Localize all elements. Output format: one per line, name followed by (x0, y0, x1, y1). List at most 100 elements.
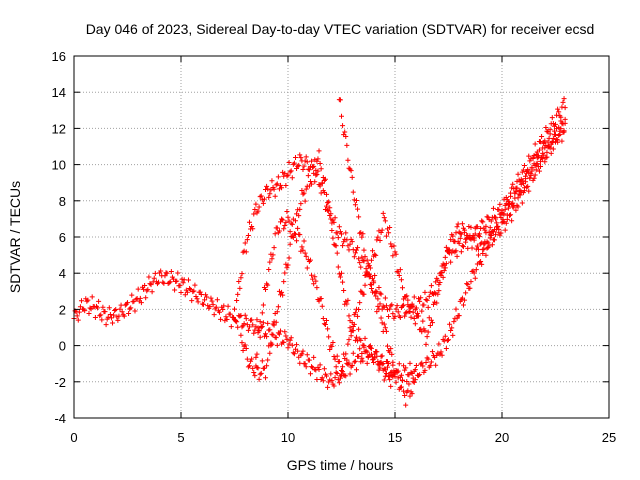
data-point (321, 321, 327, 327)
data-point (302, 250, 308, 256)
x-tick-label: 0 (70, 430, 77, 445)
x-tick-label: 15 (388, 430, 402, 445)
data-point (326, 334, 332, 340)
data-point (133, 296, 139, 302)
data-point (275, 174, 281, 180)
data-point (286, 160, 292, 166)
data-point (357, 300, 363, 306)
data-point (235, 291, 241, 297)
data-point (420, 318, 426, 324)
data-point (427, 363, 433, 369)
data-point (126, 310, 132, 316)
data-point (433, 362, 439, 368)
data-point (367, 345, 373, 351)
data-point (368, 345, 374, 351)
data-point (282, 329, 288, 335)
data-point (297, 360, 303, 366)
data-point (307, 179, 313, 185)
data-point (168, 268, 174, 274)
data-point (494, 224, 500, 230)
data-point (328, 371, 334, 377)
data-point (410, 309, 416, 315)
data-point (113, 306, 119, 312)
data-point (427, 322, 433, 328)
data-point (127, 306, 133, 312)
data-point (559, 104, 565, 110)
data-point (253, 354, 259, 360)
y-tick-label: 0 (59, 339, 66, 354)
data-point (267, 191, 273, 197)
data-point (454, 315, 460, 321)
data-point (87, 305, 93, 311)
data-point (508, 212, 514, 218)
data-point (542, 159, 548, 165)
y-tick-label: 14 (52, 85, 66, 100)
data-point (184, 289, 190, 295)
data-point (375, 296, 381, 302)
data-point (197, 289, 203, 295)
data-point (395, 375, 401, 381)
data-point (352, 202, 358, 208)
data-point (442, 254, 448, 260)
data-point (479, 261, 485, 267)
data-point (303, 364, 309, 370)
data-point (542, 145, 548, 151)
data-point (385, 364, 391, 370)
data-point (121, 313, 127, 319)
data-point (105, 314, 111, 320)
data-point (326, 199, 332, 205)
data-point (252, 373, 258, 379)
data-point (265, 282, 271, 288)
data-point (492, 237, 498, 243)
data-point (411, 379, 417, 385)
data-point (407, 308, 413, 314)
data-point (406, 381, 412, 387)
data-point (434, 352, 440, 358)
data-point (300, 191, 306, 197)
data-point (454, 224, 460, 230)
data-point (244, 237, 250, 243)
data-point (223, 314, 229, 320)
data-point (211, 312, 217, 318)
data-point (364, 360, 370, 366)
data-point (343, 351, 349, 357)
data-point (366, 274, 372, 280)
data-point (544, 149, 550, 155)
data-point (359, 355, 365, 361)
data-point (193, 294, 199, 300)
data-point (364, 349, 370, 355)
data-point (393, 306, 399, 312)
x-tick-label: 5 (177, 430, 184, 445)
data-point (405, 302, 411, 308)
data-point (313, 167, 319, 173)
data-point (151, 275, 157, 281)
data-point (441, 338, 447, 344)
data-point (332, 215, 338, 221)
data-point (174, 278, 180, 284)
data-point (345, 361, 351, 367)
data-point (376, 284, 382, 290)
data-point (402, 313, 408, 319)
data-point (249, 224, 255, 230)
data-point (299, 351, 305, 357)
data-point (462, 297, 468, 303)
data-point (534, 161, 540, 167)
data-point (345, 157, 351, 163)
data-point (560, 99, 566, 105)
data-point (327, 346, 333, 352)
data-point (128, 305, 134, 311)
data-point (390, 311, 396, 317)
data-point (462, 227, 468, 233)
data-point (329, 227, 335, 233)
data-point (274, 342, 280, 348)
data-point (425, 304, 431, 310)
data-point (479, 218, 485, 224)
data-point (391, 243, 397, 249)
data-point (309, 158, 315, 164)
data-point (279, 185, 285, 191)
data-point (385, 343, 391, 349)
data-point (273, 182, 279, 188)
data-point (413, 305, 419, 311)
data-point (515, 171, 521, 177)
data-point (255, 365, 261, 371)
